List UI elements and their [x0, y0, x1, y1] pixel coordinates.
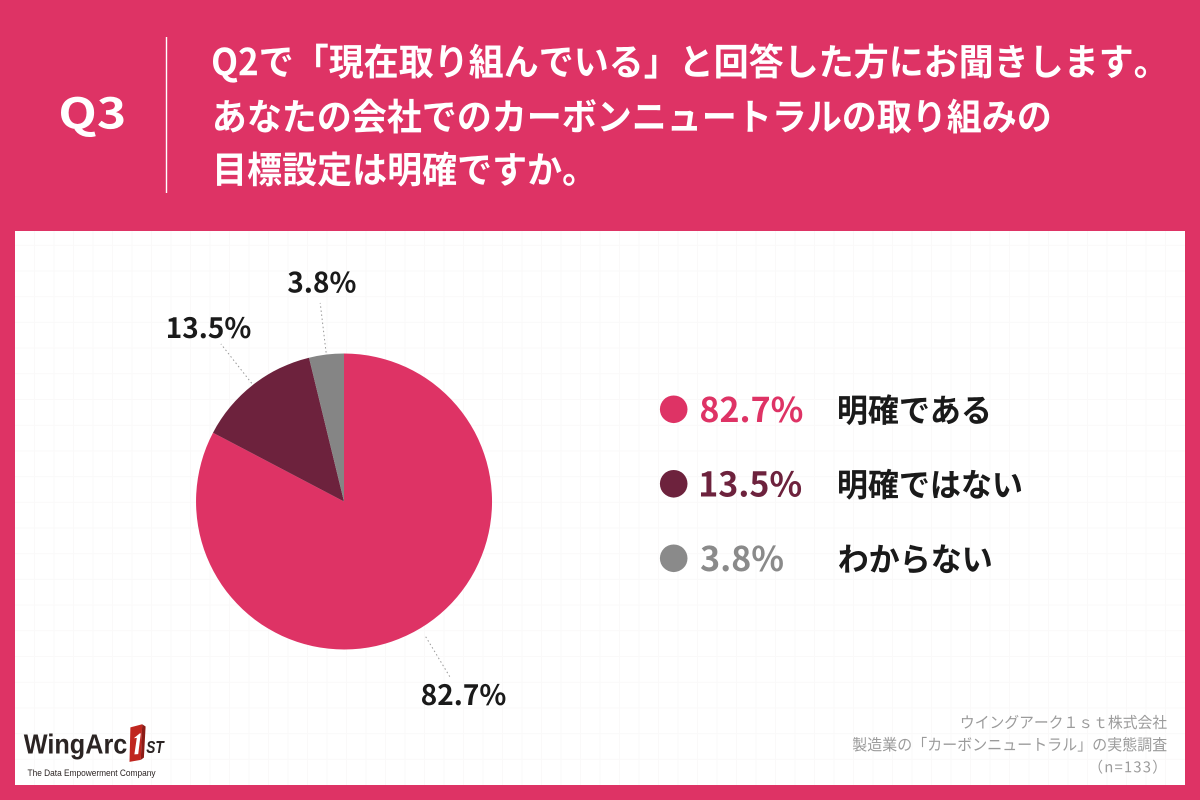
svg-text:ST: ST: [146, 737, 165, 757]
svg-text:The Data Empowerment Company: The Data Empowerment Company: [28, 767, 156, 778]
svg-text:WingArc: WingArc: [24, 729, 128, 760]
